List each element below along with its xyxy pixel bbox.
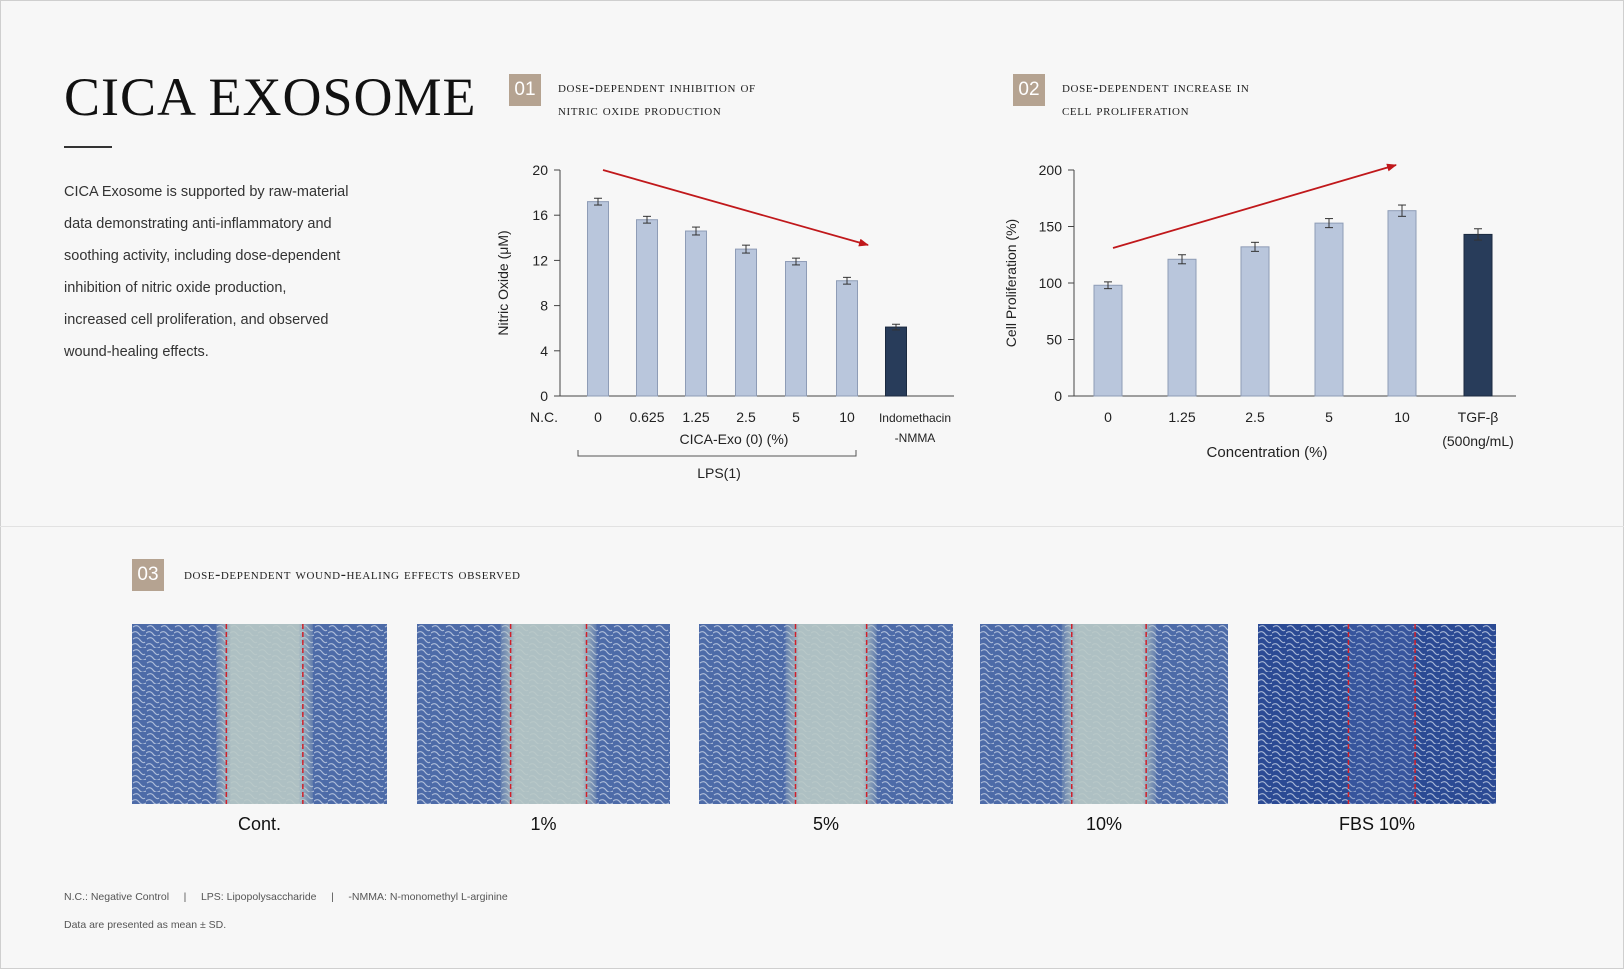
x-tick-label: -NMMA: [895, 431, 936, 445]
wound-gap: [1061, 624, 1157, 804]
y-tick-label: 50: [1046, 332, 1062, 348]
wound-gap: [500, 624, 597, 804]
bar: [836, 280, 858, 397]
bracket-label: LPS(1): [697, 465, 741, 481]
y-tick-label: 12: [532, 252, 548, 268]
section-3-title: DOSE-DEPENDENT WOUND-HEALING EFFECTS OBS…: [184, 563, 521, 586]
wound-image-caption: FBS 10%: [1338, 814, 1416, 834]
x-tick-label: Indomethacin: [879, 411, 951, 425]
footnote-data-note: Data are presented as mean ± SD.: [64, 919, 227, 931]
x-tick-label: TGF-β: [1458, 409, 1499, 425]
section-2-badge: 02: [1013, 74, 1045, 106]
y-tick-label: 0: [540, 388, 548, 404]
y-tick-label: 200: [1039, 162, 1063, 178]
wound-image-panel: 10%: [980, 624, 1228, 839]
cell-layer: [1258, 624, 1496, 804]
y-tick-label: 8: [540, 298, 548, 314]
micrograph-image: [417, 624, 670, 804]
y-tick-label: 150: [1039, 219, 1063, 235]
x-tick-label: 10: [1394, 409, 1410, 425]
bar: [1093, 284, 1123, 397]
x-tick-label: 0.625: [629, 409, 664, 425]
section-2-title-line: CELL PROLIFERATION: [1062, 102, 1190, 119]
bar: [1463, 233, 1493, 397]
x-tick-label: 5: [792, 409, 800, 425]
bar: [885, 326, 907, 397]
x-axis-label: Concentration (%): [1207, 444, 1328, 461]
title-rule: [64, 146, 112, 148]
x-tick-label: 2.5: [1245, 409, 1265, 425]
x-tick-label: N.C.: [530, 409, 558, 425]
bar: [1314, 222, 1344, 397]
section-2-title-line: DOSE-DEPENDENT INCREASE IN: [1062, 79, 1250, 96]
x-tick-label: 5: [1325, 409, 1333, 425]
intro-text: CICA Exosome is supported by raw-materia…: [64, 176, 394, 368]
y-tick-label: 0: [1054, 388, 1062, 404]
section-1-title: DOSE-DEPENDENT INHIBITION OF NITRIC OXID…: [558, 76, 756, 122]
x-tick-label: (500ng/mL): [1442, 433, 1514, 449]
micrograph-image: [699, 624, 953, 804]
bar: [785, 261, 807, 397]
intro-line: increased cell proliferation, and observ…: [64, 312, 329, 328]
section-1-badge: 01: [509, 74, 541, 106]
trend-arrow: [602, 169, 869, 247]
section-1-title-line: DOSE-DEPENDENT INHIBITION OF: [558, 79, 756, 96]
intro-line: inhibition of nitric oxide production,: [64, 280, 287, 296]
micrograph-image: [980, 624, 1228, 804]
footnote-abbreviations: N.C.: Negative Control | LPS: Lipopolysa…: [64, 891, 508, 903]
wound-image-caption: 5%: [812, 814, 839, 834]
bar: [587, 201, 609, 397]
x-tick-label: 0: [1104, 409, 1112, 425]
section-2-title: DOSE-DEPENDENT INCREASE IN CELL PROLIFER…: [1062, 76, 1249, 122]
wound-gap: [785, 624, 877, 804]
wound-gap: [1348, 624, 1416, 804]
x-tick-label: 2.5: [736, 409, 756, 425]
y-tick-label: 16: [532, 207, 548, 223]
bar: [1167, 258, 1197, 397]
wound-image-caption: Cont.: [237, 814, 282, 834]
page-title: CICA EXOSOME: [64, 67, 477, 127]
section-3-badge: 03: [132, 559, 164, 591]
bar: [735, 248, 757, 397]
x-tick-label: 1.25: [1168, 409, 1195, 425]
intro-line: CICA Exosome is supported by raw-materia…: [64, 184, 349, 200]
wound-image-caption: 10%: [1085, 814, 1123, 834]
wound-healing-images: Cont. 1% 5% 10% FBS 10%: [132, 624, 1497, 839]
wound-image-panel: FBS 10%: [1258, 624, 1496, 839]
bar: [1387, 210, 1417, 397]
intro-line: soothing activity, including dose-depend…: [64, 248, 341, 264]
y-tick-label: 20: [532, 162, 548, 178]
lps-bracket: [577, 450, 857, 457]
micrograph-image: [132, 624, 387, 804]
y-axis-label: Nitric Oxide (μM): [495, 230, 511, 335]
wound-image-panel: 5%: [699, 624, 953, 839]
wound-gap: [216, 624, 313, 804]
group-label: CICA-Exo (0) (%): [680, 431, 789, 447]
section-divider: [0, 526, 1624, 527]
y-tick-label: 100: [1039, 275, 1063, 291]
x-tick-label: 1.25: [682, 409, 709, 425]
intro-line: data demonstrating anti-inflammatory and: [64, 216, 332, 232]
bar: [1240, 246, 1270, 397]
section-1-title-line: NITRIC OXIDE PRODUCTION: [558, 102, 722, 119]
nitric-oxide-chart: Nitric Oxide (μM) 0 4 8 12 16 20 N.C. 0 0.625 1.25…: [495, 162, 954, 481]
wound-image-panel: 1%: [417, 624, 670, 839]
micrograph-image: [1258, 624, 1496, 804]
x-tick-label: 10: [839, 409, 855, 425]
section-3-title-line: DOSE-DEPENDENT WOUND-HEALING EFFECTS OBS…: [184, 566, 521, 583]
y-tick-label: 4: [540, 343, 548, 359]
bar: [636, 219, 658, 397]
wound-image-panel: Cont.: [132, 624, 387, 839]
cell-proliferation-chart: Cell Proliferation (%) 0 50 100 150 200 0 1.25 2…: [1003, 162, 1516, 461]
wound-image-caption: 1%: [530, 814, 557, 834]
x-tick-label: 0: [594, 409, 602, 425]
trend-arrow: [1112, 163, 1397, 249]
bar: [685, 230, 707, 397]
intro-line: wound-healing effects.: [64, 344, 209, 360]
y-axis-label: Cell Proliferation (%): [1003, 219, 1019, 347]
